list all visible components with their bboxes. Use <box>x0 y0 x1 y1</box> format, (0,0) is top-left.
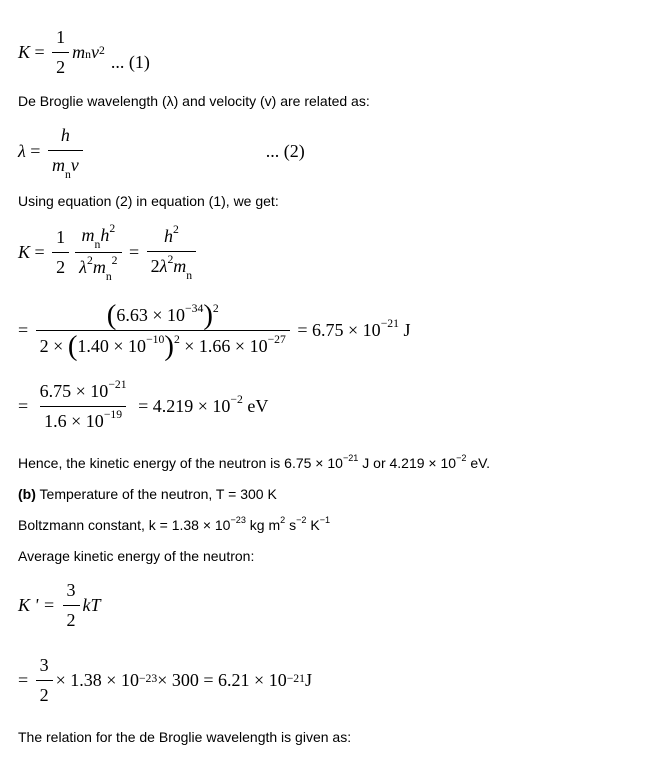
equation-1: K = 1 2 mn v2 ... (1) <box>18 24 649 81</box>
equation-4: = (6.63 × 10−34)2 2 × (1.40 × 10−10)2 × … <box>18 301 649 360</box>
eq4-result: = 6.75 × 10−21 J <box>293 317 411 344</box>
para-debroglie-relation-2: The relation for the de Broglie waveleng… <box>18 727 649 748</box>
para-substitution: Using equation (2) in equation (1), we g… <box>18 191 649 212</box>
equation-3: K = 1 2 mnh2 λ2mn2 = h2 2λ2mn <box>18 222 649 283</box>
eq1-lhs: K <box>18 39 30 66</box>
equation-6: K ' = 3 2 kT <box>18 577 649 634</box>
para-part-b: (b) Temperature of the neutron, T = 300 … <box>18 484 649 505</box>
eq1-tag: ... (1) <box>111 49 150 76</box>
eq1-half: 1 2 <box>52 24 69 81</box>
eq2-equals: = <box>26 138 45 165</box>
eq2-frac: h mnv <box>48 122 83 181</box>
eq2-tag: ... (2) <box>266 138 305 165</box>
eq1-equals: = <box>30 39 49 66</box>
eq1-v: v <box>91 39 99 66</box>
para-ke-result: Hence, the kinetic energy of the neutron… <box>18 453 649 474</box>
para-avg-ke: Average kinetic energy of the neutron: <box>18 546 649 567</box>
equation-7: = 3 2 × 1.38 × 10−23 × 300 = 6.21 × 10−2… <box>18 652 649 709</box>
part-b-label: (b) <box>18 486 36 502</box>
equation-2: λ = h mnv ... (2) <box>18 122 649 181</box>
para-boltzmann: Boltzmann constant, k = 1.38 × 10−23 kg … <box>18 515 649 536</box>
eq2-lhs: λ <box>18 138 26 165</box>
para-debroglie-relation: De Broglie wavelength (λ) and velocity (… <box>18 91 649 112</box>
eq1-m: m <box>72 39 85 66</box>
eq5-result: = 4.219 × 10−2 eV <box>134 393 269 420</box>
equation-5: = 6.75 × 10−21 1.6 × 10−19 = 4.219 × 10−… <box>18 378 649 435</box>
